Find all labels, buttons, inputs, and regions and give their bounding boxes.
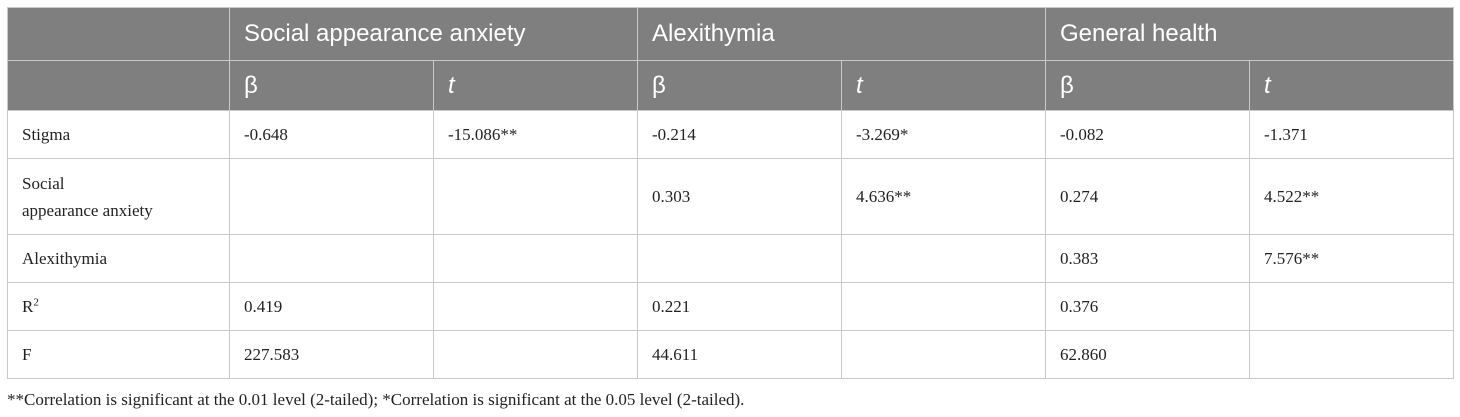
row-label-base: R — [22, 297, 34, 316]
table-cell — [1248, 330, 1455, 379]
table-cell — [841, 282, 1046, 331]
table-cell: -15.086** — [433, 110, 638, 159]
table-header: Social appearance anxiety Alexithymia Ge… — [7, 7, 1455, 111]
row-label-superscript: 2 — [33, 296, 39, 309]
sub-header-row: β t β t β t — [7, 60, 1455, 111]
table-cell: 0.419 — [229, 282, 434, 331]
sub-header-blank — [7, 60, 230, 111]
row-label-line-2: appearance anxiety — [22, 200, 153, 220]
table-cell: -0.082 — [1045, 110, 1250, 159]
sub-header-beta: β — [1045, 60, 1250, 111]
row-label: R2 — [7, 282, 230, 331]
table-cell — [841, 234, 1046, 283]
sub-header-t: t — [433, 60, 638, 111]
sub-header-t: t — [841, 60, 1046, 111]
table-cell: 4.636** — [841, 158, 1046, 235]
table-cell — [229, 158, 434, 235]
table-cell: -1.371 — [1248, 110, 1455, 159]
table-row-social-appearance-anxiety: Social appearance anxiety 0.303 4.636** … — [7, 158, 1455, 235]
row-label: Stigma — [7, 110, 230, 159]
table-cell — [637, 234, 842, 283]
table-cell: 0.274 — [1045, 158, 1250, 235]
group-header-alexithymia: Alexithymia — [637, 7, 1046, 61]
table-cell: -3.269* — [841, 110, 1046, 159]
group-header-row: Social appearance anxiety Alexithymia Ge… — [7, 7, 1455, 61]
regression-table-container: Social appearance anxiety Alexithymia Ge… — [7, 7, 1455, 379]
table-body: Stigma -0.648 -15.086** -0.214 -3.269* -… — [7, 110, 1455, 379]
table-cell: 0.383 — [1045, 234, 1250, 283]
row-label: Alexithymia — [7, 234, 230, 283]
table-cell: -0.214 — [637, 110, 842, 159]
row-label: Social appearance anxiety — [7, 158, 230, 235]
table-cell — [433, 158, 638, 235]
table-cell: 0.303 — [637, 158, 842, 235]
sub-header-beta: β — [229, 60, 434, 111]
table-cell: 62.860 — [1045, 330, 1250, 379]
table-cell: 7.576** — [1248, 234, 1455, 283]
row-label-line-1: Social — [22, 173, 65, 193]
table-cell — [841, 330, 1046, 379]
table-cell: 44.611 — [637, 330, 842, 379]
row-label: F — [7, 330, 230, 379]
table-footnote: **Correlation is significant at the 0.01… — [7, 390, 745, 409]
table-row-r-squared: R2 0.419 0.221 0.376 — [7, 282, 1455, 331]
table-cell — [433, 282, 638, 331]
table-cell: 0.221 — [637, 282, 842, 331]
sub-header-beta: β — [637, 60, 842, 111]
table-cell: 0.376 — [1045, 282, 1250, 331]
table-row-f: F 227.583 44.611 62.860 — [7, 330, 1455, 379]
table-row-alexithymia: Alexithymia 0.383 7.576** — [7, 234, 1455, 283]
corner-header-cell — [7, 7, 230, 61]
table-row-stigma: Stigma -0.648 -15.086** -0.214 -3.269* -… — [7, 110, 1455, 159]
table-cell — [433, 234, 638, 283]
table-cell — [1248, 282, 1455, 331]
table-cell — [433, 330, 638, 379]
group-header-general-health: General health — [1044, 7, 1455, 61]
table-cell: -0.648 — [229, 110, 434, 159]
regression-table: Social appearance anxiety Alexithymia Ge… — [7, 7, 1455, 379]
table-cell — [229, 234, 434, 283]
sub-header-t: t — [1248, 60, 1455, 111]
table-cell: 227.583 — [229, 330, 434, 379]
table-cell: 4.522** — [1248, 158, 1455, 235]
group-header-social-appearance-anxiety: Social appearance anxiety — [229, 7, 638, 61]
